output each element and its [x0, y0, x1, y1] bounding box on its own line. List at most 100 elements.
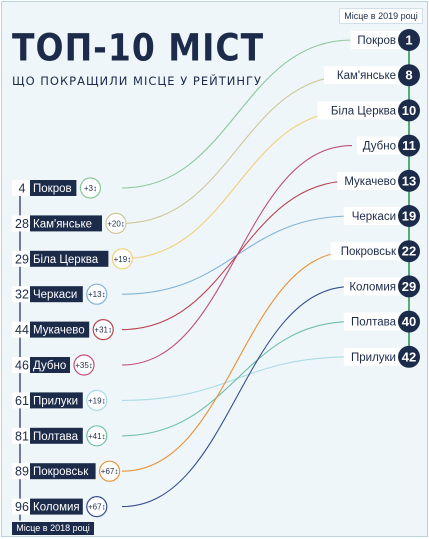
rank-2018-label: 4 [19, 182, 26, 196]
left-city-box [30, 286, 83, 303]
left-rank-box [12, 427, 32, 444]
right-city-label: Кам'янське [337, 70, 396, 82]
left-city-label: Черкаси [33, 289, 77, 301]
rank-2019-label: 19 [402, 209, 416, 224]
left-city-box [30, 250, 109, 267]
left-rank-box [12, 250, 32, 267]
left-city-label: Покров [33, 183, 72, 195]
rank-2019-label: 11 [402, 138, 416, 153]
right-rank-circle [398, 169, 420, 192]
left-city-label: Мукачево [33, 325, 85, 337]
left-city-box [30, 321, 90, 338]
right-rank-circle [398, 240, 420, 263]
left-rank-box [12, 321, 32, 338]
change-label: +19↕ [88, 396, 106, 405]
left-rank-box [12, 498, 32, 515]
rank-2018-label: 29 [15, 252, 29, 266]
left-city-label: Біла Церква [33, 254, 99, 266]
connector-line [121, 39, 353, 189]
right-city-label: Прилуки [351, 352, 396, 364]
right-city-box [343, 347, 400, 366]
left-city-label: Коломия [33, 502, 80, 514]
left-city-box [30, 180, 77, 196]
left-city-box [30, 427, 83, 444]
change-badge [86, 425, 108, 447]
change-badge [86, 389, 108, 411]
left-city-label: Полтава [33, 431, 79, 443]
change-label: +20↕ [107, 219, 125, 228]
rank-2018-label: 44 [15, 323, 29, 337]
right-city-box [343, 277, 400, 296]
right-rank-circle [398, 345, 420, 368]
rank-2019-label: 40 [402, 314, 416, 329]
right-city-label: Покров [357, 35, 396, 47]
left-city-label: Дубно [33, 360, 66, 372]
left-city-box [30, 392, 83, 409]
change-label: +35↕ [75, 361, 93, 370]
rank-2018-label: 61 [15, 394, 29, 408]
change-label: +41↕ [88, 432, 106, 441]
rank-2019-label: 10 [402, 103, 416, 118]
connector-line [121, 250, 353, 472]
change-label: +13↕ [88, 290, 106, 299]
right-city-label: Черкаси [352, 211, 396, 223]
right-city-label: Полтава [351, 317, 397, 329]
page-subtitle: ЩО ПОКРАЩИЛИ МІСЦЕ У РЕЙТИНГУ [12, 74, 262, 88]
rank-2019-label: 22 [402, 244, 416, 259]
right-city-box [343, 207, 400, 225]
rank-2018-label: 96 [15, 500, 29, 514]
header-2018-label: Місце в 2018 році [12, 522, 94, 535]
rank-2019-label: 42 [402, 349, 416, 364]
left-city-box [30, 498, 83, 515]
right-rank-circle [398, 275, 420, 298]
change-label: +31↕ [94, 326, 112, 335]
left-city-label: Покровськ [33, 466, 89, 478]
change-label: +19↕ [114, 255, 132, 264]
right-city-box [324, 66, 400, 85]
left-city-label: Прилуки [33, 395, 78, 407]
left-rank-box [12, 180, 32, 196]
right-rank-circle [398, 205, 420, 227]
change-badge [79, 177, 102, 199]
change-badge [105, 212, 127, 234]
right-city-box [357, 136, 400, 155]
right-rank-circle [398, 134, 420, 157]
right-city-label: Коломия [349, 281, 396, 293]
left-rank-box [12, 357, 32, 373]
right-city-box [317, 101, 400, 120]
right-rank-circle [398, 64, 420, 87]
rank-2019-label: 1 [405, 33, 412, 48]
left-rank-box [12, 463, 32, 480]
rank-2018-label: 32 [15, 288, 29, 302]
left-city-box [30, 357, 70, 373]
change-label: +67↕ [101, 467, 119, 476]
right-rank-circle [398, 310, 420, 333]
connector-line [121, 109, 353, 260]
connector-line [121, 74, 353, 224]
change-badge [73, 354, 95, 376]
left-rank-box [12, 286, 32, 303]
right-rank-circle [398, 29, 420, 51]
rank-2018-label: 81 [15, 429, 29, 443]
connector-line [121, 145, 353, 366]
change-badge [86, 496, 108, 518]
left-city-box [30, 215, 102, 232]
change-badge [98, 460, 121, 482]
rank-2018-label: 46 [15, 359, 29, 373]
rank-2018-label: 28 [15, 217, 29, 231]
page-title: ТОП-10 МІСТ [12, 26, 265, 70]
right-city-label: Дубно [363, 141, 396, 153]
rank-2019-label: 13 [402, 173, 416, 188]
change-label: +67↕ [88, 503, 106, 512]
right-city-box [343, 312, 400, 331]
right-city-label: Покровськ [341, 246, 397, 258]
left-rank-box [12, 392, 32, 409]
right-city-box [330, 242, 400, 261]
right-city-label: Мукачево [344, 176, 396, 188]
right-city-box [337, 171, 400, 190]
left-rank-box [12, 215, 32, 232]
rank-2019-label: 29 [402, 279, 416, 294]
connector-line [121, 321, 353, 437]
